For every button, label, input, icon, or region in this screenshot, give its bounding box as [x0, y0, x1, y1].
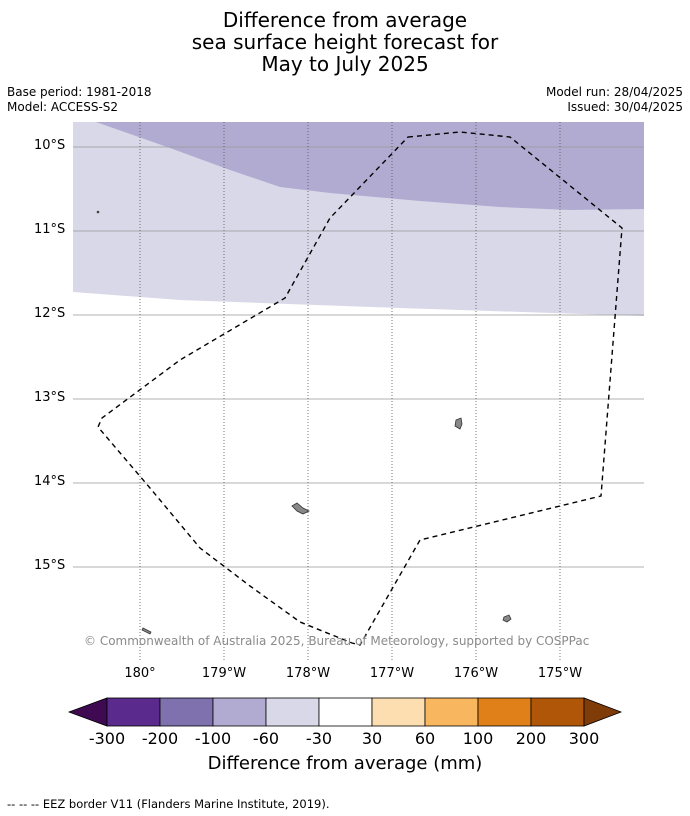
- lat-label-12s: 12°S: [34, 306, 66, 321]
- colorbar-label: 200: [515, 729, 547, 748]
- anomaly-band-dark: [96, 122, 644, 210]
- colorbar-label: 300: [568, 729, 600, 748]
- lat-label-11s: 11°S: [34, 222, 66, 237]
- colorbar-label: -100: [194, 729, 232, 748]
- island-2: [291, 502, 310, 515]
- lat-label-15s: 15°S: [34, 558, 66, 573]
- colorbar-extend-max: [583, 697, 623, 727]
- colorbar-swatch: [106, 697, 161, 727]
- lon-label-177w: 177°W: [369, 666, 415, 681]
- base-period: Base period: 1981-2018: [7, 85, 152, 99]
- colorbar-label: 100: [462, 729, 494, 748]
- chart-title: Difference from average sea surface heig…: [0, 9, 690, 75]
- colorbar-swatch: [477, 697, 532, 727]
- title-line-3: May to July 2025: [261, 52, 429, 76]
- colorbar-label: -200: [141, 729, 179, 748]
- island-4: [141, 627, 152, 635]
- colorbar-extend-min: [67, 697, 108, 727]
- title-line-2: sea surface height forecast for: [191, 30, 499, 54]
- footer-legend: -- -- -- EEZ border V11 (Flanders Marine…: [7, 797, 330, 811]
- colorbar-swatch: [265, 697, 320, 727]
- colorbar-swatch: [212, 697, 267, 727]
- colorbar-swatch: [159, 697, 214, 727]
- colorbar-label: -30: [305, 729, 333, 748]
- islands: [96, 210, 512, 635]
- lat-label-10s: 10°S: [34, 138, 66, 153]
- lon-label-175w: 175°W: [537, 666, 583, 681]
- lat-label-14s: 14°S: [34, 474, 66, 489]
- colorbar-label: -300: [88, 729, 126, 748]
- island-1: [454, 417, 463, 430]
- lon-label-178w: 178°W: [285, 666, 331, 681]
- colorbar-swatch: [371, 697, 426, 727]
- colorbar-label: -60: [252, 729, 280, 748]
- meta-right: Model run: 28/04/2025 Issued: 30/04/2025: [546, 85, 683, 115]
- colorbar-swatch: [530, 697, 585, 727]
- lat-label-13s: 13°S: [34, 390, 66, 405]
- colorbar-label: 60: [414, 729, 436, 748]
- island-3: [502, 614, 512, 623]
- model-run: Model run: 28/04/2025: [545, 85, 683, 99]
- title-line-1: Difference from average: [222, 8, 468, 32]
- model-name: Model: ACCESS-S2: [7, 100, 119, 114]
- meta-left: Base period: 1981-2018 Model: ACCESS-S2: [7, 85, 152, 115]
- colorbar-swatch: [318, 697, 373, 727]
- colorbar: [67, 697, 623, 727]
- colorbar-title: Difference from average (mm): [207, 753, 483, 774]
- lon-label-180: 180°: [124, 666, 156, 681]
- colorbar-label: 30: [361, 729, 383, 748]
- lon-label-179w: 179°W: [201, 666, 247, 681]
- islet-1: [96, 210, 100, 214]
- colorbar-swatch: [424, 697, 479, 727]
- eez-border: [97, 131, 623, 646]
- issued-date: Issued: 30/04/2025: [567, 100, 683, 114]
- lat-gridlines: [73, 146, 644, 568]
- lon-label-176w: 176°W: [453, 666, 499, 681]
- copyright-notice: © Commonwealth of Australia 2025, Bureau…: [84, 634, 590, 648]
